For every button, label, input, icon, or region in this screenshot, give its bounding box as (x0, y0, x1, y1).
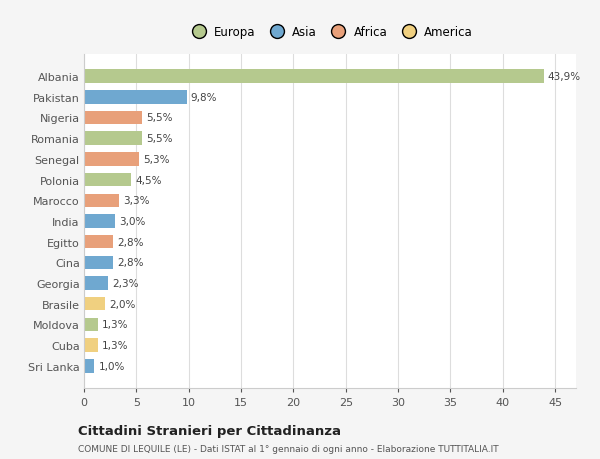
Bar (84, 174, 131, 187)
Bar (84, 235, 113, 249)
Bar (84, 318, 98, 331)
Text: COMUNE DI LEQUILE (LE) - Dati ISTAT al 1° gennaio di ogni anno - Elaborazione TU: COMUNE DI LEQUILE (LE) - Dati ISTAT al 1… (78, 444, 499, 453)
Text: 43,9%: 43,9% (548, 72, 581, 82)
Text: 1,3%: 1,3% (102, 341, 128, 350)
Bar (84, 132, 142, 146)
Text: Cittadini Stranieri per Cittadinanza: Cittadini Stranieri per Cittadinanza (78, 425, 341, 437)
Text: 5,3%: 5,3% (143, 155, 170, 164)
Bar (84, 297, 105, 311)
Text: 4,5%: 4,5% (135, 175, 162, 185)
Bar (84, 339, 98, 352)
Bar (84, 70, 544, 84)
Text: 5,5%: 5,5% (146, 113, 172, 123)
Text: 3,0%: 3,0% (119, 217, 146, 226)
Bar (84, 256, 113, 269)
Bar (84, 91, 187, 104)
Text: 5,5%: 5,5% (146, 134, 172, 144)
Bar (84, 112, 142, 125)
Text: 9,8%: 9,8% (191, 93, 217, 102)
Bar (84, 153, 139, 166)
Text: 2,0%: 2,0% (109, 299, 136, 309)
Text: 1,0%: 1,0% (98, 361, 125, 371)
Bar (84, 215, 115, 228)
Bar (84, 277, 108, 290)
Text: 1,3%: 1,3% (102, 320, 128, 330)
Text: 2,8%: 2,8% (118, 258, 144, 268)
Legend: Europa, Asia, Africa, America: Europa, Asia, Africa, America (182, 21, 478, 44)
Bar (84, 359, 94, 373)
Bar (84, 194, 119, 207)
Text: 2,3%: 2,3% (112, 279, 139, 288)
Text: 2,8%: 2,8% (118, 237, 144, 247)
Text: 3,3%: 3,3% (123, 196, 149, 206)
